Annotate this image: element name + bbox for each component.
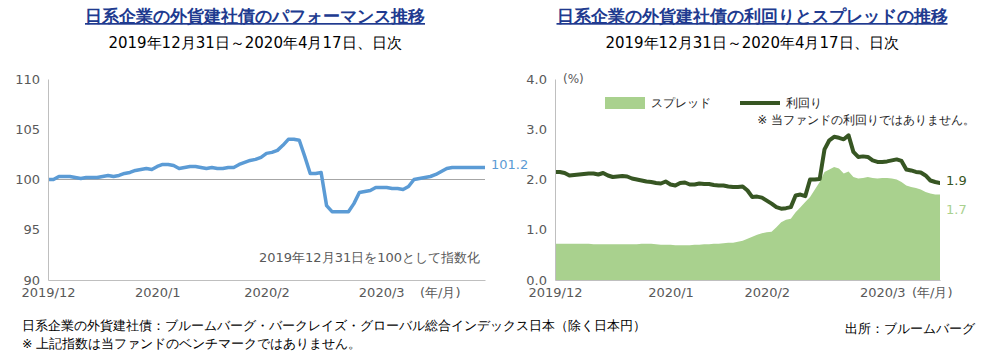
- annotation: ※ 当ファンドの利回りではありません。: [757, 113, 975, 127]
- y-axis-title: (%): [563, 72, 584, 86]
- x-axis-title: (年/月): [912, 285, 953, 300]
- tick-label: 4.0: [526, 72, 547, 87]
- tick-label: 100: [15, 172, 40, 187]
- footnote: 日系企業の外貨建社債：ブルームバーグ・バークレイズ・グローバル総合インデックス日…: [22, 318, 646, 333]
- line: [555, 135, 940, 208]
- tick: 3.0: [526, 122, 555, 137]
- legend-swatch: [605, 97, 645, 109]
- tick-label: 2020/1: [135, 285, 181, 300]
- tick-label: 2.0: [526, 172, 547, 187]
- axis-line: [48, 80, 49, 281]
- tick-label: 3.0: [526, 122, 547, 137]
- tick: 2020/2: [744, 280, 790, 300]
- subtitle: 2019年12月31日～2020年4月17日、日次: [605, 34, 898, 52]
- tick-label: 2020/3: [860, 285, 906, 300]
- tick: 2020/3: [860, 280, 906, 300]
- tick-label: 95: [23, 222, 40, 237]
- value-label: 1.9: [946, 173, 967, 188]
- plot-area: [48, 139, 485, 211]
- annotation: 2019年12月31日を100として指数化: [259, 250, 480, 265]
- tick-label: 2020/2: [744, 285, 790, 300]
- footnote: ※ 上記指数は当ファンドのベンチマークではありません。: [22, 336, 361, 351]
- tick: 95: [23, 222, 48, 237]
- axis-line: [556, 280, 941, 281]
- axis-line: [49, 280, 486, 281]
- legend-swatch: [740, 101, 780, 105]
- y-axis: 9095100105110: [15, 72, 48, 288]
- value-label: 1.7: [946, 202, 967, 217]
- plot-area: [555, 135, 940, 280]
- tick-label: 105: [15, 122, 40, 137]
- tick: 2019/12: [21, 280, 75, 300]
- tick: 110: [15, 72, 48, 87]
- tick: 4.0: [526, 72, 555, 87]
- tick: 2019/12: [528, 280, 582, 300]
- chart: 日系企業の外貨建社債のパフォーマンス推移 2019年12月31日～2020年4月1…: [15, 6, 528, 300]
- chart-root: 日系企業の外貨建社債のパフォーマンス推移 2019年12月31日～2020年4月1…: [0, 0, 1000, 355]
- legend-label: スプレッド: [651, 96, 711, 110]
- y-axis: 0.01.02.03.04.0: [526, 72, 555, 288]
- tick: 100: [15, 172, 48, 187]
- legend: スプレッド 利回り: [605, 96, 822, 110]
- line: [48, 139, 485, 211]
- canvas: 日系企業の外貨建社債のパフォーマンス推移 2019年12月31日～2020年4月1…: [0, 0, 1000, 355]
- x-axis-title: (年/月): [420, 285, 461, 300]
- chart: 日系企業の外貨建社債の利回りとスプレッドの推移 2019年12月31日～2020年…: [526, 6, 975, 300]
- tick: 2.0: [526, 172, 555, 187]
- title: 日系企業の外貨建社債のパフォーマンス推移: [85, 6, 425, 26]
- tick: 2020/2: [244, 280, 290, 300]
- tick-label: 2019/12: [528, 285, 582, 300]
- source: 出所：ブルームバーグ: [845, 321, 976, 336]
- tick: 105: [15, 122, 48, 137]
- tick-label: 2020/1: [648, 285, 694, 300]
- tick-label: 2019/12: [21, 285, 75, 300]
- value-label: 101.2: [491, 157, 528, 172]
- tick-label: 2020/3: [359, 285, 405, 300]
- area: [555, 167, 940, 280]
- axis-line: [555, 80, 556, 281]
- title: 日系企業の外貨建社債の利回りとスプレッドの推移: [557, 6, 948, 26]
- tick-label: 1.0: [526, 222, 547, 237]
- tick-label: 110: [15, 72, 40, 87]
- legend-label: 利回り: [786, 96, 822, 110]
- tick: 1.0: [526, 222, 555, 237]
- tick: 2020/1: [135, 280, 181, 300]
- tick: 2020/3: [359, 280, 405, 300]
- subtitle: 2019年12月31日～2020年4月17日、日次: [108, 34, 401, 52]
- x-axis: 2019/12 2020/1 2020/2 2020/3: [21, 280, 485, 300]
- tick: 2020/1: [648, 280, 694, 300]
- x-axis: 2019/12 2020/1 2020/2 2020/3: [528, 280, 940, 300]
- tick-label: 2020/2: [244, 285, 290, 300]
